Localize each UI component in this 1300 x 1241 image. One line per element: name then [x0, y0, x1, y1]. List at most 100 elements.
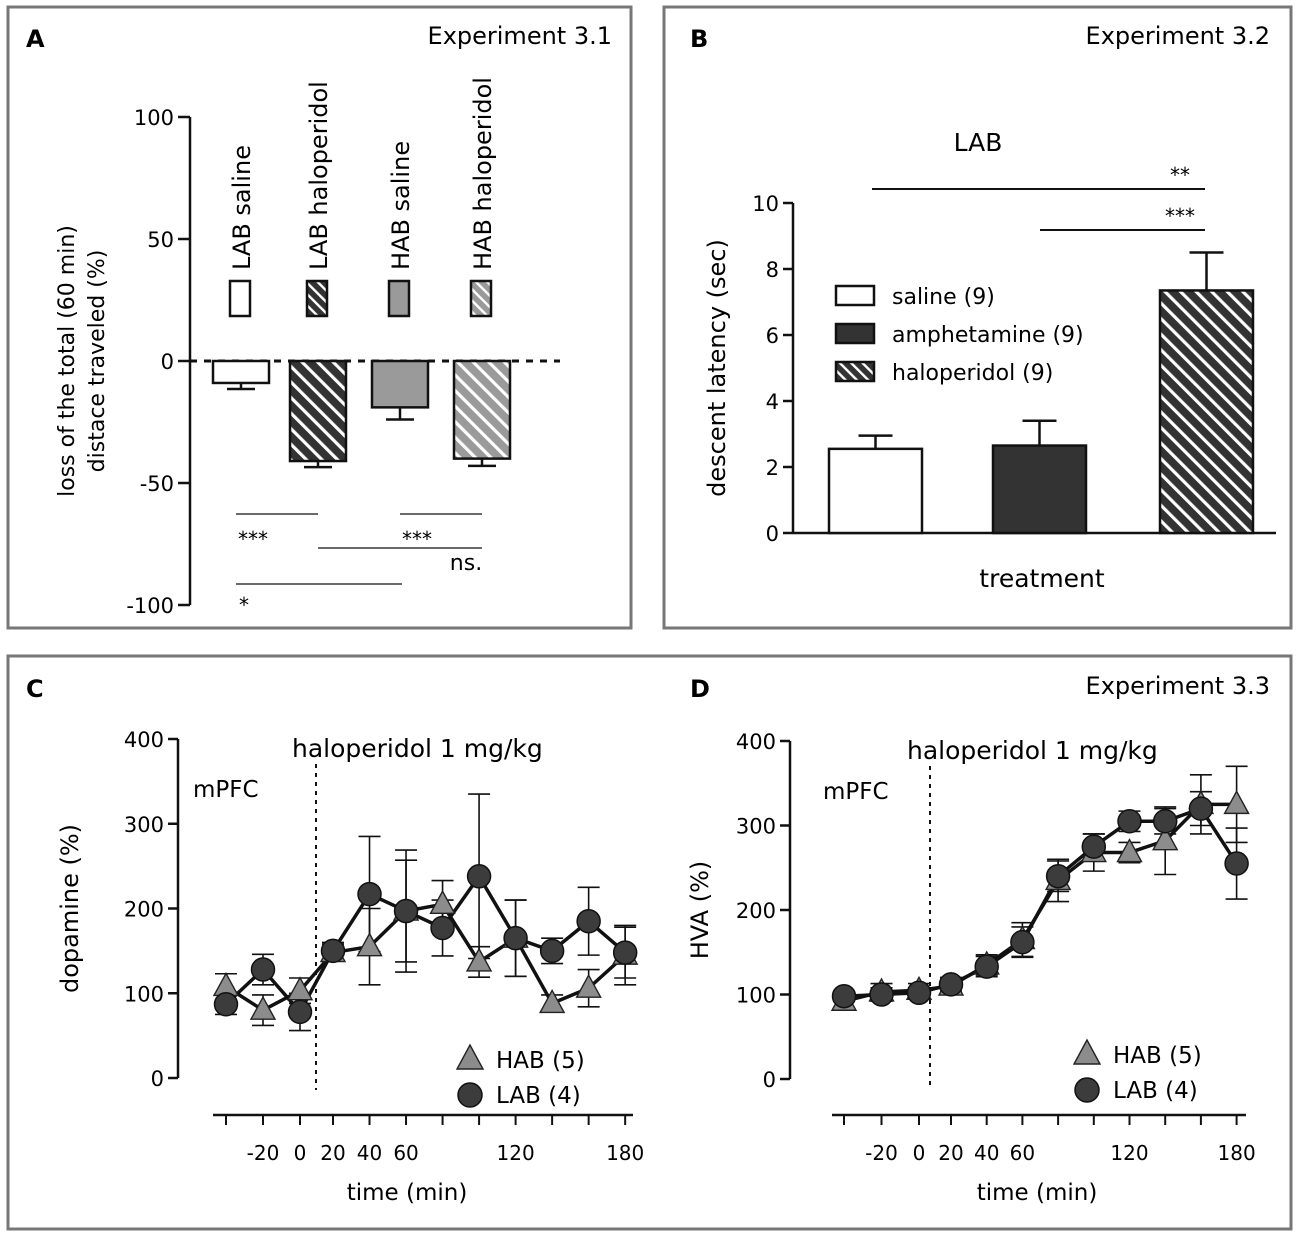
x-tick-label: 180	[606, 1141, 644, 1165]
lab-series-line	[224, 873, 627, 1015]
legend-hab-marker	[1072, 1038, 1102, 1065]
x-tick-label: 40	[357, 1141, 382, 1165]
group-label: LAB	[954, 128, 1003, 157]
hab-point	[249, 995, 277, 1020]
y-tick-label: 8	[766, 258, 779, 282]
panel-b-experiment: Experiment 3.2	[1086, 22, 1270, 50]
x-tick-label: 40	[974, 1141, 999, 1165]
legend-label: HAB (5)	[1113, 1043, 1202, 1069]
panel-a-experiment: Experiment 3.1	[428, 22, 612, 50]
legend-label: amphetamine (9)	[892, 323, 1084, 348]
x-tick-label: 180	[1218, 1141, 1256, 1165]
significance-label: *	[239, 593, 249, 617]
x-tick-label: 60	[393, 1141, 418, 1165]
lab-point	[1010, 929, 1035, 955]
hab-point	[465, 947, 493, 972]
lab-point	[906, 980, 932, 1006]
hab-point	[1223, 789, 1250, 815]
lab-point	[1188, 796, 1214, 821]
lab-point	[287, 999, 313, 1025]
lab-point	[250, 957, 276, 982]
lab-point	[1224, 851, 1249, 876]
bar	[288, 359, 348, 463]
lab-point	[393, 898, 419, 924]
lab-point	[974, 954, 999, 979]
legend-label: LAB (4)	[1113, 1078, 1198, 1104]
hab-point	[356, 932, 383, 957]
x-tick-label: 120	[497, 1141, 535, 1165]
y-axis-label: descent latency (sec)	[703, 239, 731, 497]
legend-swatch	[305, 279, 329, 318]
y-tick-label: 4	[766, 390, 779, 414]
bar	[452, 359, 512, 460]
lab-point	[539, 938, 565, 964]
panel-d-letter: D	[690, 675, 710, 703]
lab-point	[430, 915, 455, 941]
category-label: HAB saline	[387, 141, 415, 270]
bar	[991, 444, 1088, 535]
x-tick-label: 60	[1010, 1141, 1035, 1165]
y-tick-label: -50	[140, 472, 174, 496]
panel-b-frame	[662, 5, 1293, 630]
x-tick-label: -20	[247, 1141, 280, 1165]
hab-point	[429, 889, 456, 914]
bar	[1158, 289, 1255, 535]
chart-c: 0 100 200 300 400 -20 0 20 40 60 120 180 time (min) d…	[56, 728, 644, 1206]
y-tick-label: 100	[124, 982, 164, 1006]
x-axis-label: time (min)	[977, 1180, 1098, 1206]
panel-cd-frame	[6, 654, 1293, 1231]
lab-point	[576, 908, 601, 934]
panel-a-frame	[6, 5, 633, 630]
y-axis-label-line: distace traveled (%)	[85, 250, 110, 473]
significance-label: ***	[238, 527, 268, 551]
y-tick-label: 100	[134, 106, 174, 130]
legend-label: saline (9)	[892, 285, 995, 310]
category-label: LAB haloperidol	[305, 81, 333, 270]
y-tick-label: 200	[736, 899, 776, 923]
significance-label: ***	[1165, 204, 1195, 228]
y-tick-label: 400	[736, 730, 776, 754]
hab-series-line	[843, 802, 1237, 1003]
chart-a: 100 50 0 -50 -100 loss of the total (60 min) d…	[55, 77, 560, 618]
x-tick-label: -20	[865, 1141, 898, 1165]
y-axis-label-line: loss of the total (60 min)	[55, 225, 80, 497]
y-tick-label: 0	[161, 350, 174, 374]
legend-lab-marker	[457, 1082, 483, 1108]
lab-point	[612, 940, 638, 965]
legend-swatch	[834, 360, 876, 383]
y-tick-label: 10	[752, 192, 779, 216]
significance-label: **	[1170, 163, 1190, 187]
x-tick-label: 20	[938, 1141, 963, 1165]
category-label: LAB saline	[228, 145, 256, 270]
y-tick-label: 6	[766, 324, 779, 348]
chart-d: 0 100 200 300 400 -20 0 20 40 60 120 180 time (min) H…	[686, 730, 1256, 1206]
lab-point	[938, 972, 964, 997]
hab-point	[1152, 826, 1179, 851]
y-tick-label: 100	[736, 984, 776, 1008]
legend-label: LAB (4)	[496, 1083, 581, 1109]
panel-b-letter: B	[690, 25, 708, 53]
y-tick-label: 300	[736, 815, 776, 839]
y-tick-label: 200	[124, 898, 164, 922]
y-axis-label: loss of the total (60 min) distace travel…	[55, 225, 110, 497]
y-tick-label: 0	[763, 1068, 776, 1092]
lab-point	[1045, 863, 1071, 889]
x-tick-label: 0	[913, 1141, 926, 1165]
y-axis-label: HVA (%)	[686, 861, 714, 960]
x-tick-label: 20	[320, 1141, 345, 1165]
lab-point	[320, 938, 346, 964]
injection-annotation: haloperidol 1 mg/kg	[907, 736, 1158, 765]
y-tick-label: 400	[124, 728, 164, 752]
lab-point	[503, 925, 528, 951]
category-label: HAB haloperidol	[469, 77, 497, 270]
y-tick-label: 2	[766, 456, 779, 480]
x-axis-label: treatment	[979, 564, 1105, 593]
region-label: mPFC	[193, 777, 259, 803]
lab-point	[1152, 809, 1178, 834]
hab-point	[575, 973, 602, 998]
panel-d-experiment: Experiment 3.3	[1086, 672, 1270, 700]
legend-label: haloperidol (9)	[892, 361, 1053, 386]
lab-point	[466, 864, 492, 889]
lab-point	[1081, 834, 1107, 859]
